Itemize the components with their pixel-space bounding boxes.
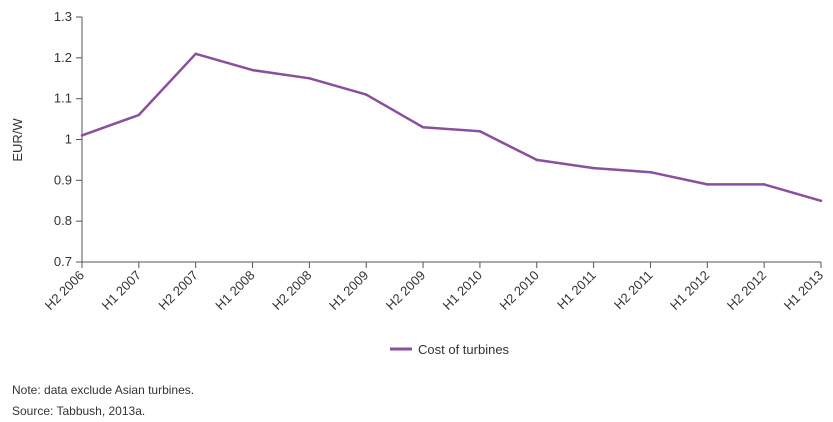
y-tick-label: 1.2 <box>54 50 72 65</box>
data-point <box>706 183 709 186</box>
data-point <box>308 76 311 80</box>
data-point <box>364 93 368 96</box>
x-tick-label: H1 2007 <box>99 268 144 313</box>
series-line <box>81 52 822 203</box>
x-tick-label: H2 2007 <box>155 268 200 313</box>
y-tick-label: 1.3 <box>54 9 72 24</box>
x-tick-label: H2 2010 <box>497 268 542 313</box>
x-tick-label: H2 2006 <box>42 268 87 313</box>
data-point <box>762 183 766 186</box>
x-tick-label: H1 2008 <box>212 268 257 313</box>
y-tick-label: 1.1 <box>54 91 72 106</box>
x-tick-label: H2 2011 <box>611 268 656 313</box>
note-text: Note: data exclude Asian turbines. <box>12 383 195 397</box>
y-axis-label: EUR/W <box>10 118 25 162</box>
x-axis: H2 2006 H1 2007 H2 2007 H1 2008 H2 2008 H1 20… <box>42 261 826 313</box>
y-tick-label: 0.9 <box>54 172 72 187</box>
legend-label: Cost of turbines <box>418 342 510 357</box>
data-point <box>592 166 595 170</box>
data-point <box>819 199 823 203</box>
x-tick-label: H2 2012 <box>724 268 769 313</box>
series-layer <box>80 52 823 203</box>
line-chart: 0.70.80.911.11.21.3 H2 2006 H1 2007 H2 200… <box>10 9 826 357</box>
x-tick-label: H1 2010 <box>440 268 485 313</box>
notes: Note: data exclude Asian turbines. Sourc… <box>12 380 194 422</box>
y-tick-label: 0.8 <box>54 213 72 228</box>
data-point <box>535 158 539 162</box>
source-text: Source: Tabbush, 2013a. <box>12 404 146 418</box>
data-point <box>421 125 425 129</box>
data-point <box>251 68 254 72</box>
x-tick-label: H1 2011 <box>554 268 599 313</box>
x-tick-label: H1 2012 <box>667 268 712 313</box>
x-tick-label: H1 2009 <box>326 268 371 313</box>
x-tick-label: H1 2013 <box>781 268 826 313</box>
y-tick-label: 0.7 <box>54 254 72 269</box>
data-point <box>80 134 84 137</box>
x-tick-label: H2 2009 <box>383 268 428 313</box>
y-tick-label: 1 <box>65 132 72 147</box>
data-point <box>194 52 197 56</box>
x-tick-label: H2 2008 <box>269 268 314 313</box>
data-point <box>478 130 482 133</box>
legend: Cost of turbines <box>390 342 510 357</box>
y-axis: 0.7 0.8 0.9 1 1.1 1.2 1.3 <box>54 9 83 269</box>
data-point <box>649 170 652 174</box>
data-point <box>137 113 141 117</box>
